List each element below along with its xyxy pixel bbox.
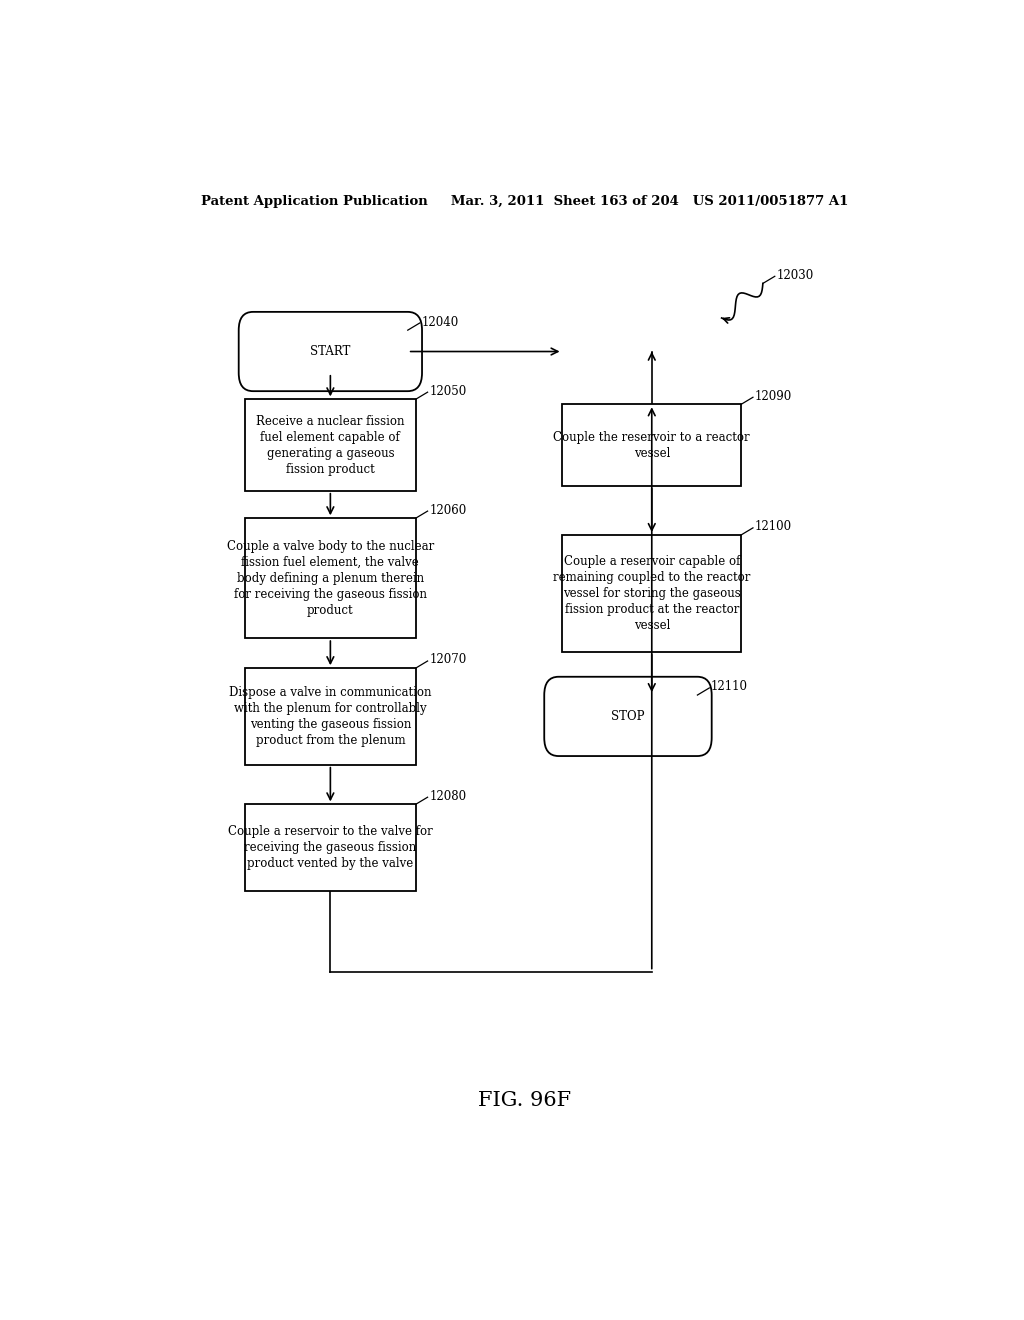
Text: Couple the reservoir to a reactor
vessel: Couple the reservoir to a reactor vessel — [553, 430, 751, 459]
Text: Patent Application Publication     Mar. 3, 2011  Sheet 163 of 204   US 2011/0051: Patent Application Publication Mar. 3, 2… — [201, 194, 849, 207]
Text: 12110: 12110 — [711, 680, 748, 693]
Text: Couple a valve body to the nuclear
fission fuel element, the valve
body defining: Couple a valve body to the nuclear fissi… — [226, 540, 434, 616]
Text: 12070: 12070 — [429, 653, 466, 667]
Text: 12040: 12040 — [421, 315, 459, 329]
Text: 12090: 12090 — [755, 389, 792, 403]
Text: 12100: 12100 — [755, 520, 792, 533]
Text: 12050: 12050 — [429, 384, 466, 397]
Text: Couple a reservoir capable of
remaining coupled to the reactor
vessel for storin: Couple a reservoir capable of remaining … — [553, 554, 751, 632]
Bar — [245, 668, 416, 764]
Bar — [245, 399, 416, 491]
Text: Couple a reservoir to the valve for
receiving the gaseous fission
product vented: Couple a reservoir to the valve for rece… — [228, 825, 433, 870]
Bar — [562, 404, 741, 486]
Text: 12080: 12080 — [429, 789, 466, 803]
Text: 12030: 12030 — [776, 269, 814, 281]
FancyBboxPatch shape — [239, 312, 422, 391]
Text: Dispose a valve in communication
with the plenum for controllably
venting the ga: Dispose a valve in communication with th… — [229, 686, 432, 747]
Text: FIG. 96F: FIG. 96F — [478, 1092, 571, 1110]
FancyBboxPatch shape — [544, 677, 712, 756]
Text: STOP: STOP — [611, 710, 645, 723]
Text: 12060: 12060 — [429, 503, 466, 516]
Text: START: START — [310, 345, 350, 358]
Bar — [562, 535, 741, 652]
Bar — [245, 804, 416, 891]
Text: Receive a nuclear fission
fuel element capable of
generating a gaseous
fission p: Receive a nuclear fission fuel element c… — [256, 414, 404, 475]
Bar — [245, 519, 416, 638]
